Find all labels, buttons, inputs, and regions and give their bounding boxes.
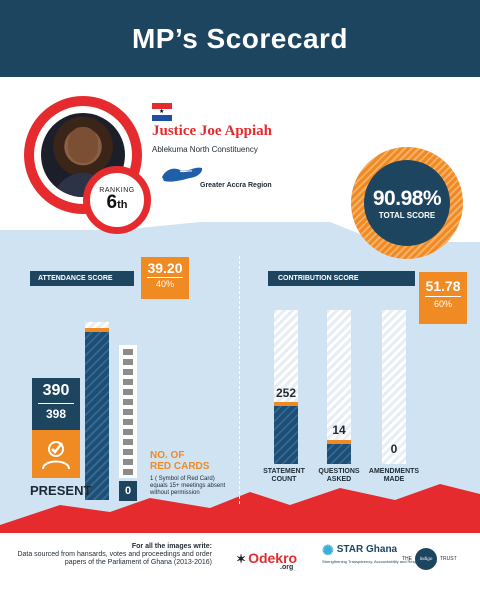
attendance-weight: 40% <box>155 279 174 289</box>
contribution-weight: 60% <box>433 299 452 309</box>
mp-constituency: Ablekuma North Constituency <box>152 145 258 154</box>
attendance-bar-track <box>85 322 109 328</box>
contribution-score-box: 51.78 60% <box>419 272 467 324</box>
questions-bar-track <box>327 310 351 440</box>
indigo-trust-logo: THE indigo TRUST <box>402 548 457 570</box>
red-card-slot <box>123 399 133 405</box>
constituency-map-icon <box>162 167 203 182</box>
star-ghana-logo: ✺ STAR Ghana Strengthening Transparency,… <box>322 542 437 564</box>
attendance-present-bar <box>85 332 109 500</box>
ranking-badge: RANKING 6th <box>83 166 151 234</box>
statement-bar-cap <box>274 402 298 406</box>
page-title: MP’s Scorecard <box>131 22 349 54</box>
red-card-slot <box>123 359 133 365</box>
source-note: For all the images write: Data sourced f… <box>17 543 212 566</box>
contribution-banner: CONTRIBUTION SCORE <box>268 271 415 286</box>
red-card-track <box>119 345 137 478</box>
odekro-logo: ✶ Odekro .org <box>236 550 298 571</box>
red-card-note: 1 ( Symbol of Red Card) equals 15+ meeti… <box>150 476 226 496</box>
statement-label: STATEMENT COUNT <box>263 468 305 483</box>
total-score-label: TOTAL SCORE <box>378 210 436 220</box>
red-card-slot <box>123 459 133 465</box>
present-label: PRESENT <box>30 483 92 498</box>
red-card-slot <box>123 469 133 475</box>
red-card-slot <box>123 389 133 395</box>
statement-bar-track <box>274 310 298 402</box>
red-card-slot <box>123 349 133 355</box>
present-count-box: 390 398 <box>32 378 80 430</box>
questions-bar <box>327 444 351 464</box>
section-divider <box>239 256 240 504</box>
contribution-score: 51.78 <box>425 278 461 294</box>
red-card-title: NO. OF RED CARDS <box>150 450 210 472</box>
questions-bar-cap <box>327 440 351 444</box>
amendments-value: 0 <box>390 442 398 456</box>
attendance-score-box: 39.20 40% <box>141 257 189 299</box>
red-card-slot <box>123 449 133 455</box>
questions-label: QUESTIONS ASKED <box>318 468 360 483</box>
red-card-slot <box>123 429 133 435</box>
red-card-slot <box>123 439 133 445</box>
ranking-label: RANKING <box>99 186 135 194</box>
present-count: 390 <box>42 382 70 399</box>
red-card-slot <box>123 369 133 375</box>
amendments-bar-track <box>382 310 406 464</box>
mp-name: Justice Joe Appiah <box>152 123 273 139</box>
ranking-value: 6th <box>106 191 128 213</box>
statement-value: 252 <box>275 386 297 400</box>
red-card-slot <box>123 419 133 425</box>
attendance-bar-cap <box>85 328 109 332</box>
questions-value: 14 <box>332 423 346 437</box>
red-card-slot <box>123 379 133 385</box>
total-score-badge: 90.98% TOTAL SCORE <box>351 147 463 259</box>
total-sittings: 398 <box>45 407 67 421</box>
total-score-value: 90.98% <box>372 186 442 210</box>
header-banner: MP’s Scorecard <box>0 0 480 77</box>
attendance-banner: ATTENDANCE SCORE <box>30 271 134 286</box>
mp-region: Greater Accra Region <box>200 182 272 189</box>
red-card-value: 0 <box>119 481 137 501</box>
attendance-score: 39.20 <box>147 260 183 276</box>
mp-portrait-frame <box>24 96 142 214</box>
present-check-icon <box>32 430 80 478</box>
party-flag-icon: ★ <box>152 103 172 121</box>
amendments-label: AMENDMENTS MADE <box>368 468 420 483</box>
red-card-slot <box>123 409 133 415</box>
statement-bar <box>274 406 298 464</box>
